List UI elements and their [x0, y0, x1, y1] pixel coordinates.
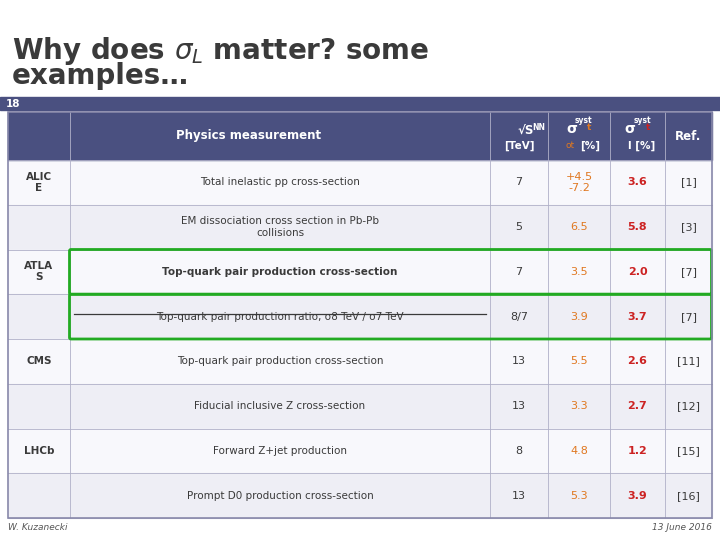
Text: 5.8: 5.8: [628, 222, 647, 232]
Text: 7: 7: [516, 177, 523, 187]
Text: Forward Z+jet production: Forward Z+jet production: [213, 446, 347, 456]
Text: [16]: [16]: [677, 491, 700, 501]
Text: 4.8: 4.8: [570, 446, 588, 456]
Text: Why does $\sigma_L$ matter? some: Why does $\sigma_L$ matter? some: [12, 35, 429, 67]
Bar: [8, 473, 712, 518]
Text: 3.6: 3.6: [628, 177, 647, 187]
Text: Top-quark pair production cross-section: Top-quark pair production cross-section: [162, 267, 397, 277]
Text: 8/7: 8/7: [510, 312, 528, 322]
Text: 6.5: 6.5: [570, 222, 588, 232]
Text: examples…: examples…: [12, 62, 189, 90]
Text: 2.0: 2.0: [628, 267, 647, 277]
Text: Top-quark pair production cross-section: Top-quark pair production cross-section: [176, 356, 383, 366]
Text: [TeV]: [TeV]: [504, 140, 534, 151]
Text: 13: 13: [512, 356, 526, 366]
Bar: [8, 112, 712, 160]
Text: 18: 18: [6, 99, 20, 109]
Bar: [8, 112, 712, 518]
Text: 3.7: 3.7: [628, 312, 647, 322]
Text: Total inelastic pp cross-section: Total inelastic pp cross-section: [200, 177, 360, 187]
Text: 5.5: 5.5: [570, 356, 588, 366]
Text: NN: NN: [532, 123, 545, 132]
Text: σ: σ: [624, 122, 635, 136]
Text: 3.9: 3.9: [570, 312, 588, 322]
Text: syst: syst: [575, 116, 593, 125]
Text: 13: 13: [512, 401, 526, 411]
Text: [%]: [%]: [580, 140, 600, 151]
Text: [1]: [1]: [680, 177, 696, 187]
Text: 3.9: 3.9: [628, 491, 647, 501]
Bar: [8, 294, 712, 339]
Text: t: t: [646, 123, 650, 132]
Text: [15]: [15]: [677, 446, 700, 456]
Text: Physics measurement: Physics measurement: [176, 130, 322, 143]
Text: LHCb: LHCb: [24, 446, 54, 456]
Text: syst: syst: [634, 116, 651, 125]
Text: Ref.: Ref.: [675, 130, 702, 143]
Text: EM dissociation cross section in Pb-Pb
collisions: EM dissociation cross section in Pb-Pb c…: [181, 217, 379, 238]
Bar: [8, 205, 712, 249]
Text: l [%]: l [%]: [628, 140, 654, 151]
Text: W. Kuzanecki: W. Kuzanecki: [8, 523, 68, 532]
Bar: [8, 339, 712, 384]
Text: 5.3: 5.3: [570, 491, 588, 501]
Text: 1.2: 1.2: [628, 446, 647, 456]
Text: 3.3: 3.3: [570, 401, 588, 411]
Text: 13: 13: [512, 491, 526, 501]
Text: ot: ot: [566, 141, 575, 150]
Text: 7: 7: [516, 267, 523, 277]
Text: 2.7: 2.7: [628, 401, 647, 411]
Bar: [0, 97, 720, 110]
Bar: [8, 160, 712, 205]
Text: [3]: [3]: [680, 222, 696, 232]
Text: t: t: [587, 123, 591, 132]
Text: ATLA
S: ATLA S: [24, 261, 53, 282]
Text: [12]: [12]: [677, 401, 700, 411]
Text: Top-quark pair production ratio, σ8 TeV / σ7 TeV: Top-quark pair production ratio, σ8 TeV …: [156, 312, 404, 322]
Text: 8: 8: [516, 446, 523, 456]
Bar: [8, 384, 712, 429]
Bar: [8, 429, 712, 473]
Text: √S: √S: [518, 124, 534, 137]
Bar: [8, 249, 712, 294]
Text: 2.6: 2.6: [628, 356, 647, 366]
Text: [7]: [7]: [680, 312, 696, 322]
Text: σ: σ: [566, 122, 577, 136]
Text: Prompt D0 production cross-section: Prompt D0 production cross-section: [186, 491, 374, 501]
Text: 3.5: 3.5: [570, 267, 588, 277]
Text: CMS: CMS: [26, 356, 52, 366]
Text: 5: 5: [516, 222, 523, 232]
Text: [11]: [11]: [677, 356, 700, 366]
Text: Fiducial inclusive Z cross-section: Fiducial inclusive Z cross-section: [194, 401, 366, 411]
Text: ALIC
E: ALIC E: [26, 172, 52, 193]
Text: [7]: [7]: [680, 267, 696, 277]
Text: 13 June 2016: 13 June 2016: [652, 523, 712, 532]
Text: +4.5
-7.2: +4.5 -7.2: [565, 172, 593, 193]
